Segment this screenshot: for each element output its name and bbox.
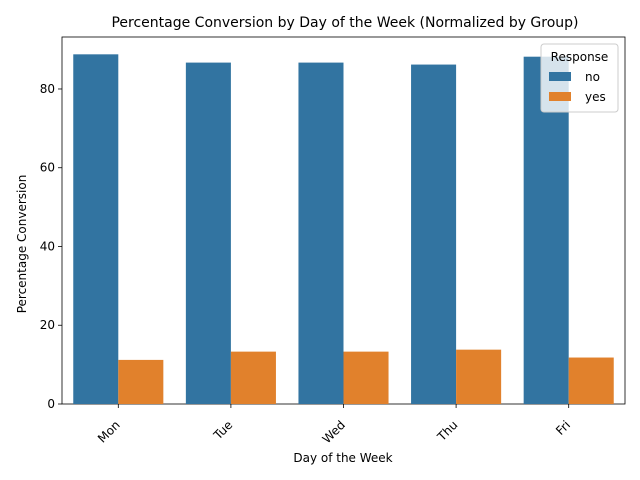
bar-no-mon (73, 54, 119, 405)
x-tick-label-mon: Mon (95, 418, 123, 446)
x-tick-label-fri: Fri (553, 418, 573, 438)
bar-yes-thu (456, 349, 502, 404)
legend: Response no yes (540, 43, 619, 113)
bars-group (73, 54, 614, 405)
y-tick-label: 20 (40, 318, 55, 332)
bar-yes-wed (343, 351, 389, 404)
chart-title: Percentage Conversion by Day of the Week… (111, 15, 578, 31)
x-tick-label-wed: Wed (320, 418, 348, 446)
x-tick-label-tue: Tue (210, 418, 235, 443)
x-tick-label-thu: Thu (434, 418, 461, 445)
bar-no-wed (298, 62, 344, 405)
legend-swatch-yes (549, 92, 571, 101)
legend-swatch-no (549, 72, 571, 81)
bar-yes-mon (118, 359, 164, 404)
y-tick-label: 80 (40, 82, 55, 96)
y-axis: 0 20 40 60 80 (40, 82, 62, 411)
bar-yes-tue (230, 351, 276, 404)
bar-no-thu (411, 64, 457, 404)
y-tick-label: 60 (40, 161, 55, 175)
bar-no-fri (523, 56, 569, 404)
bar-yes-fri (568, 357, 614, 404)
legend-title: Response (551, 50, 609, 64)
x-axis-label: Day of the Week (293, 451, 392, 465)
bar-no-tue (185, 62, 231, 405)
legend-label-yes: yes (585, 90, 606, 104)
y-axis-label: Percentage Conversion (15, 175, 29, 314)
y-tick-label: 40 (40, 239, 55, 253)
legend-label-no: no (585, 70, 600, 84)
x-axis: Mon Tue Wed Thu Fri (95, 404, 573, 446)
y-tick-label: 0 (47, 397, 55, 411)
